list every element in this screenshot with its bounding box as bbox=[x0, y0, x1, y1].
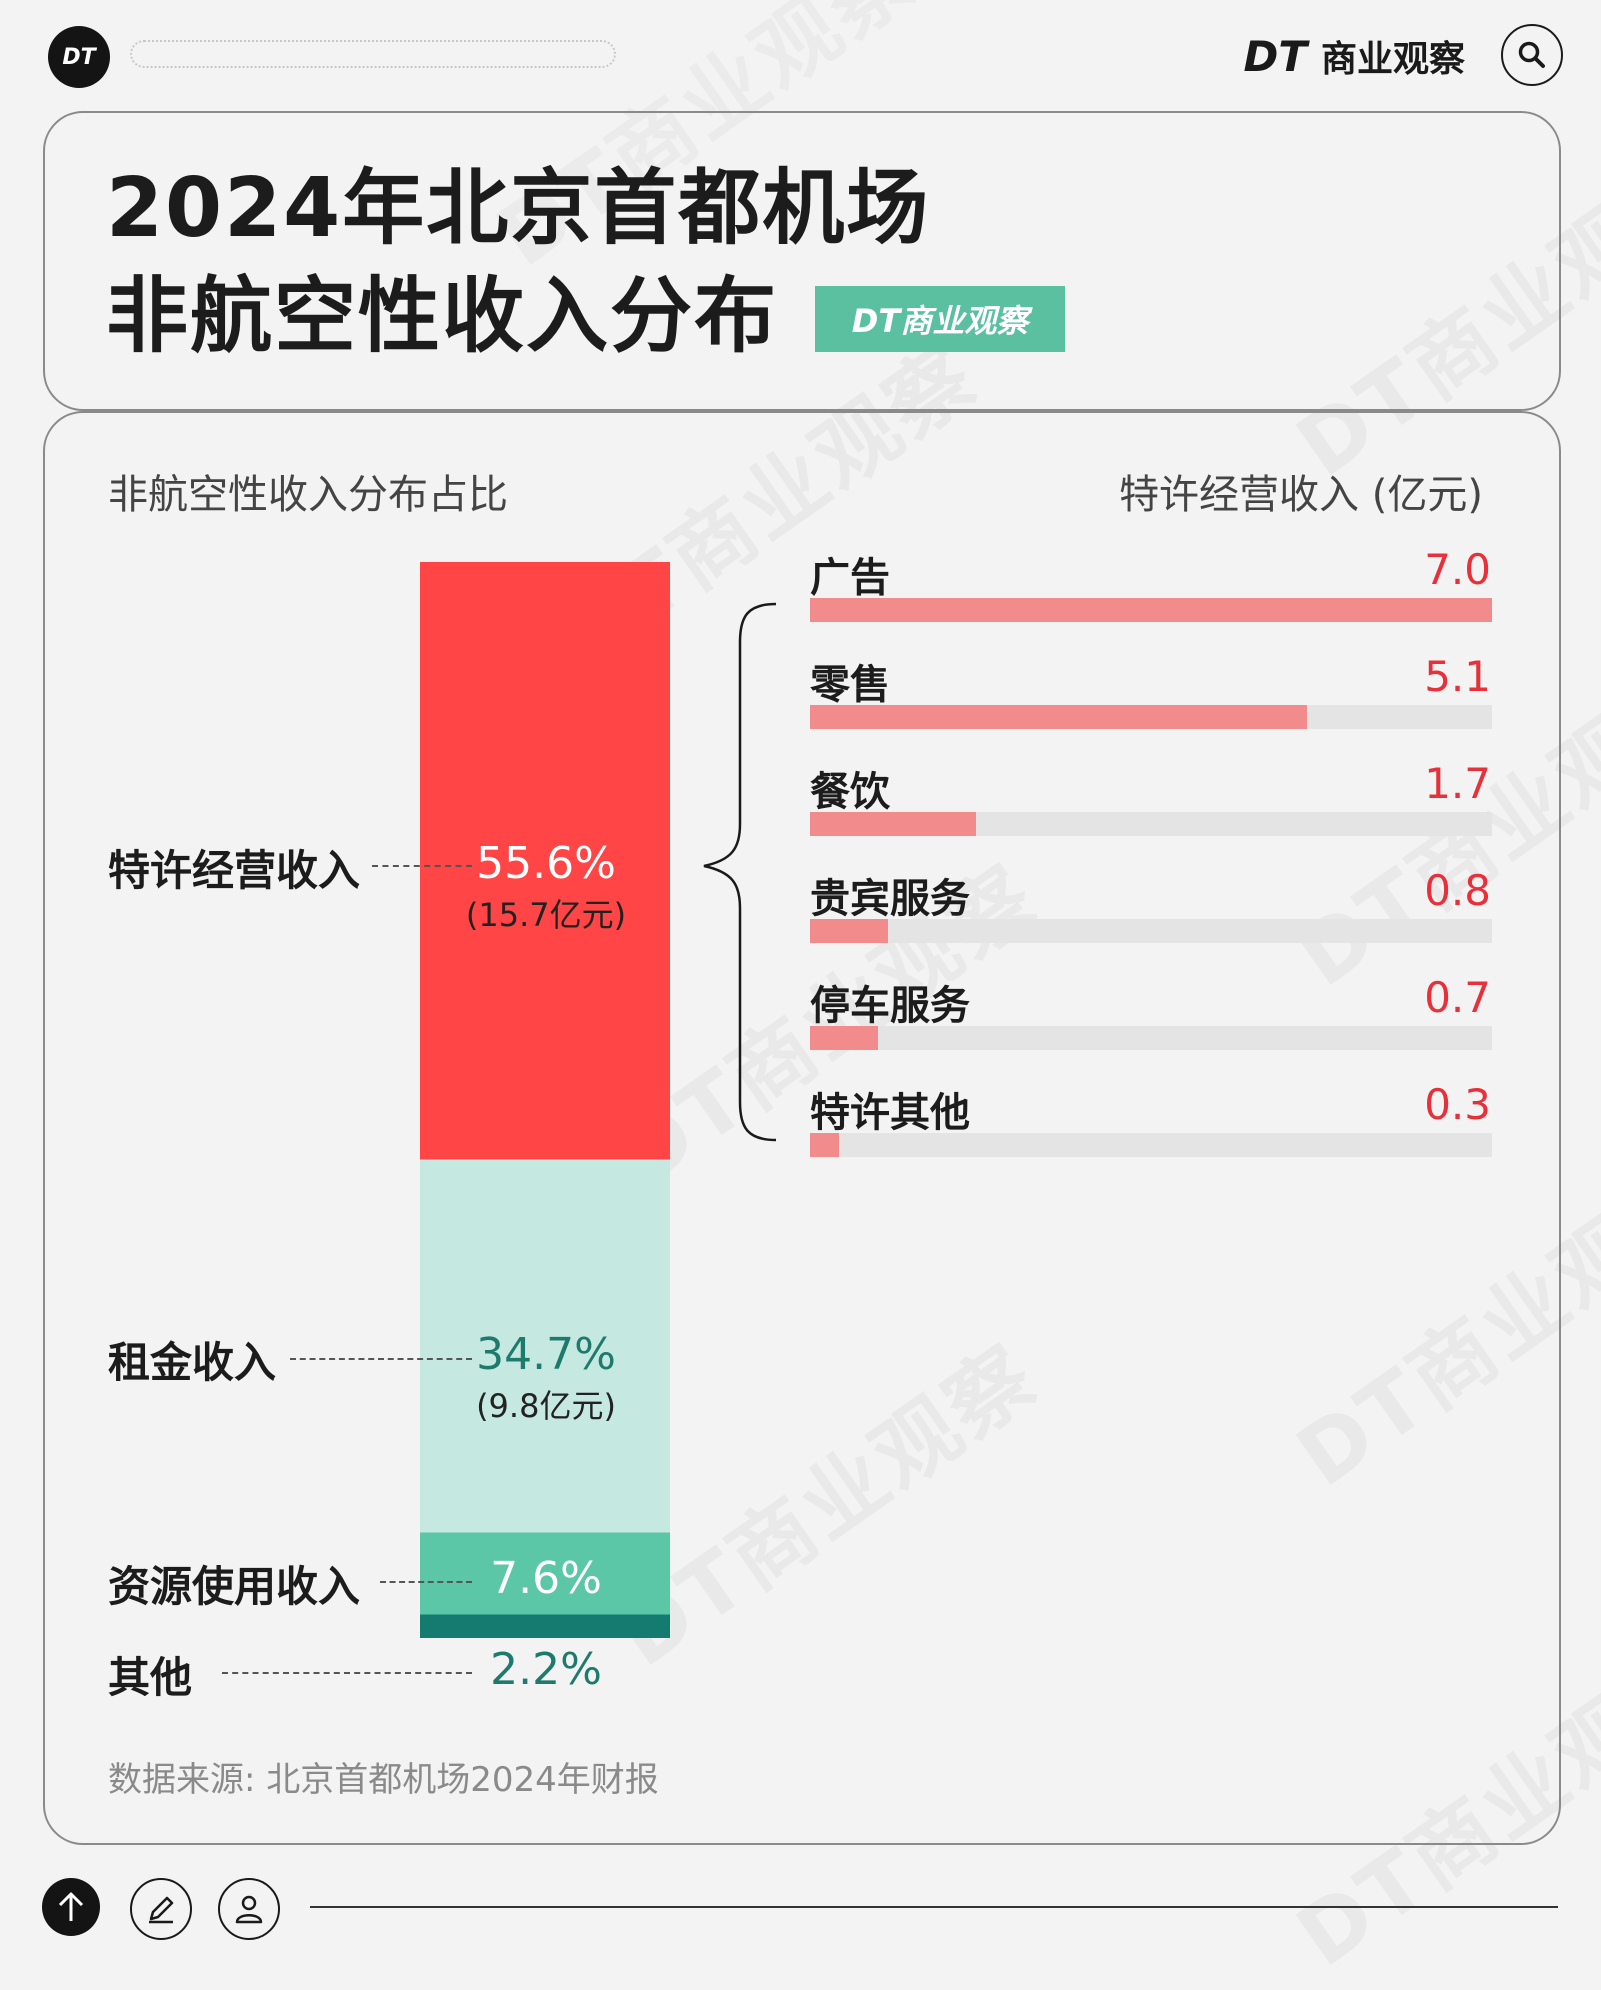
header-card bbox=[43, 111, 1561, 411]
stacked-bar-chart bbox=[420, 562, 670, 1638]
divider bbox=[310, 1906, 1558, 1908]
segment-label-other: 其他 bbox=[108, 1653, 193, 1702]
hbar-label: 贵宾服务 bbox=[810, 876, 970, 922]
arrow-up-icon bbox=[58, 1892, 84, 1921]
hbar-label: 零售 bbox=[810, 662, 890, 708]
search-icon bbox=[1518, 41, 1545, 68]
hbar-label: 特许其他 bbox=[810, 1090, 970, 1136]
hbar-value: 5.1 bbox=[1424, 652, 1491, 701]
pencil-icon bbox=[149, 1896, 174, 1924]
segment-amount-concession: (15.7亿元) bbox=[465, 896, 627, 934]
hbar-value: 1.7 bbox=[1424, 759, 1491, 808]
hbar-value: 7.0 bbox=[1424, 545, 1491, 594]
hbar-label: 广告 bbox=[810, 555, 890, 601]
hbar-fill bbox=[810, 1133, 840, 1157]
segment-amount-rent: (9.8亿元) bbox=[476, 1387, 616, 1425]
hbar-value: 0.8 bbox=[1424, 866, 1491, 915]
data-source: 数据来源: 北京首都机场2024年财报 bbox=[108, 1760, 659, 1800]
user-icon bbox=[235, 1895, 263, 1924]
hbar-value: 0.3 bbox=[1424, 1080, 1491, 1129]
brand-text: 商业观察 bbox=[1320, 39, 1465, 80]
segment-label-rent: 租金收入 bbox=[108, 1338, 277, 1387]
hbar-track bbox=[810, 919, 1492, 943]
left-chart-subtitle: 非航空性收入分布占比 bbox=[108, 472, 508, 518]
hbar-track bbox=[810, 812, 1492, 836]
search-button[interactable] bbox=[1501, 24, 1563, 86]
hbar-value: 0.7 bbox=[1424, 973, 1491, 1022]
hbar-fill bbox=[810, 919, 888, 943]
hbar-track bbox=[810, 1133, 1492, 1157]
hbar-label: 餐饮 bbox=[810, 769, 890, 815]
stack-segment-2 bbox=[420, 1532, 670, 1615]
page-title: 2024年北京首都机场 非航空性收入分布 bbox=[106, 155, 930, 371]
hbar-fill bbox=[810, 705, 1307, 729]
stack-segment-3 bbox=[420, 1614, 670, 1638]
title-line-2: 非航空性收入分布 bbox=[106, 269, 779, 364]
hbar-fill bbox=[810, 598, 1492, 622]
stack-segment-1 bbox=[420, 1159, 670, 1533]
edit-button[interactable] bbox=[130, 1878, 192, 1940]
segment-value-other: 2.2% bbox=[490, 1644, 602, 1695]
brand-badge: DT商业观察 bbox=[815, 286, 1065, 352]
logo[interactable]: DT bbox=[48, 26, 110, 88]
hbar-fill bbox=[810, 812, 976, 836]
segment-value-concession: 55.6% bbox=[476, 838, 616, 889]
right-chart-subtitle: 特许经营收入 (亿元) bbox=[1119, 472, 1483, 518]
leader-line bbox=[290, 1358, 472, 1360]
segment-value-resource: 7.6% bbox=[490, 1553, 602, 1604]
hbar-track bbox=[810, 1026, 1492, 1050]
hbar-track bbox=[810, 598, 1492, 622]
title-line-1: 2024年北京首都机场 bbox=[106, 161, 931, 256]
brace bbox=[703, 602, 777, 1142]
leader-line bbox=[380, 1581, 472, 1583]
chart-card bbox=[43, 411, 1561, 1845]
hbar-fill bbox=[810, 1026, 879, 1050]
leader-line bbox=[372, 865, 472, 867]
segment-label-concession: 特许经营收入 bbox=[108, 846, 361, 895]
back-to-top-button[interactable] bbox=[42, 1878, 100, 1936]
leader-line bbox=[222, 1672, 472, 1674]
hbar-track bbox=[810, 705, 1492, 729]
segment-value-rent: 34.7% bbox=[476, 1329, 616, 1380]
brand-logo: DT bbox=[1243, 32, 1307, 81]
profile-button[interactable] bbox=[218, 1878, 280, 1940]
url-bar[interactable] bbox=[130, 40, 616, 68]
stack-segment-0 bbox=[420, 562, 670, 1160]
segment-label-resource: 资源使用收入 bbox=[108, 1562, 361, 1611]
hbar-label: 停车服务 bbox=[810, 983, 970, 1029]
brand-name: DT 商业观察 bbox=[1243, 30, 1465, 82]
